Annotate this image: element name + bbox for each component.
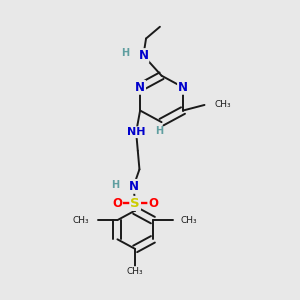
Text: N: N bbox=[178, 81, 188, 94]
Text: N: N bbox=[135, 81, 145, 94]
Text: N: N bbox=[128, 180, 139, 193]
Text: S: S bbox=[130, 197, 140, 210]
Text: CH₃: CH₃ bbox=[214, 100, 231, 109]
Text: H: H bbox=[111, 180, 119, 190]
Text: O: O bbox=[148, 197, 158, 210]
Text: N: N bbox=[138, 49, 148, 62]
Text: H: H bbox=[155, 126, 163, 136]
Text: NH: NH bbox=[127, 127, 146, 137]
Text: CH₃: CH₃ bbox=[181, 216, 198, 225]
Text: CH₃: CH₃ bbox=[127, 267, 143, 276]
Text: CH₃: CH₃ bbox=[73, 216, 89, 225]
Text: O: O bbox=[112, 197, 122, 210]
Text: H: H bbox=[121, 48, 129, 58]
